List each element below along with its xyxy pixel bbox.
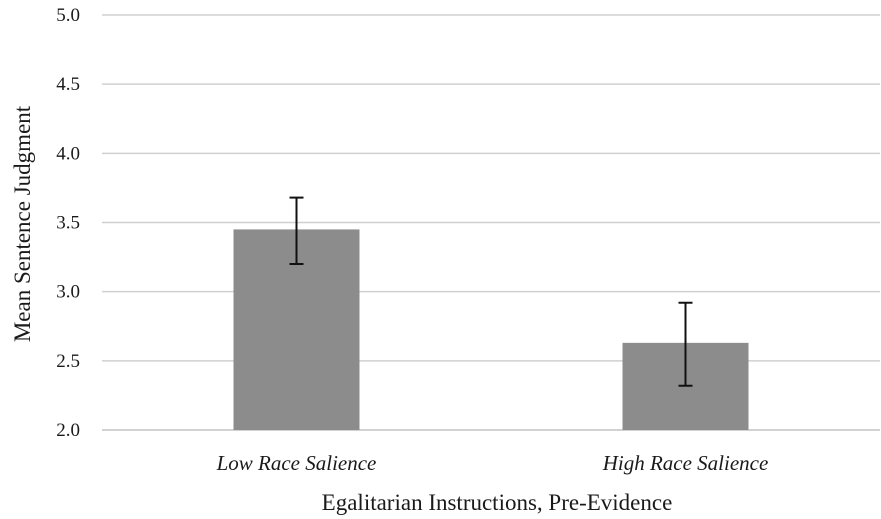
y-axis-title: Mean Sentence Judgment [10, 105, 35, 342]
y-tick-label: 3.5 [56, 213, 80, 234]
y-tick-labels: 2.0 2.5 3.0 3.5 4.0 4.5 5.0 [56, 5, 80, 441]
y-tick-label: 2.5 [56, 351, 80, 372]
bars [233, 229, 749, 430]
x-category-label: High Race Salience [602, 451, 769, 475]
x-axis-title: Egalitarian Instructions, Pre-Evidence [322, 490, 673, 515]
gridlines [102, 14, 880, 431]
y-tick-label: 5.0 [56, 5, 80, 26]
error-bar [678, 301, 693, 387]
x-category-labels: Low Race Salience High Race Salience [216, 451, 769, 475]
y-tick-label: 2.0 [56, 420, 80, 441]
error-bars [289, 196, 693, 387]
y-tick-label: 3.0 [56, 282, 80, 303]
x-category-label: Low Race Salience [216, 451, 377, 475]
y-tick-label: 4.0 [56, 143, 80, 164]
y-tick-label: 4.5 [56, 74, 80, 95]
error-bar [289, 196, 304, 265]
